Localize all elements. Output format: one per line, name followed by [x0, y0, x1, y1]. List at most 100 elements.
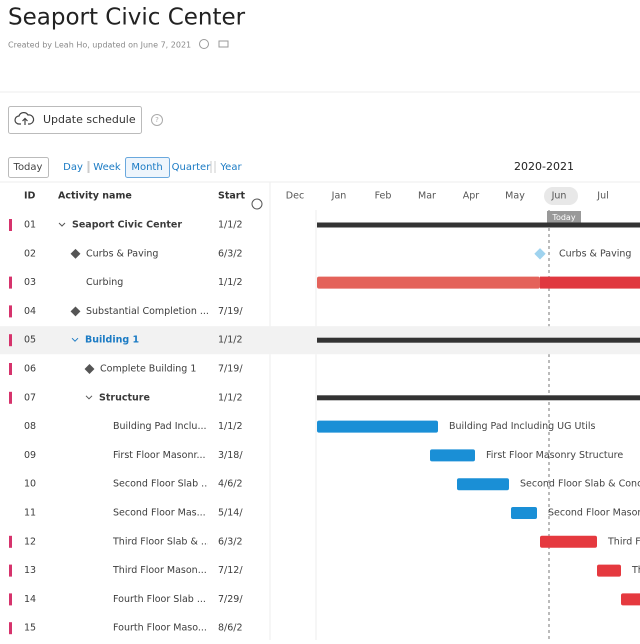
activity-name[interactable]: Curbing [86, 277, 123, 288]
view-option[interactable]: Today [13, 162, 43, 173]
today-button[interactable] [8, 157, 49, 178]
settings-icon[interactable] [251, 198, 263, 210]
row-id: 14 [24, 594, 36, 605]
start-date: 7/19/ [218, 306, 243, 317]
expand-toggle[interactable] [58, 222, 66, 227]
bar-label: Building Pad Including UG Utils [449, 421, 595, 432]
critical-marker [9, 334, 12, 347]
milestone [534, 248, 546, 260]
update-button[interactable] [8, 106, 142, 134]
month-label: Feb [375, 191, 392, 202]
activity-name[interactable]: Complete Building 1 [100, 364, 196, 375]
activity-name[interactable]: Fourth Floor Maso... [113, 623, 207, 634]
start-date: 6/3/2 [218, 536, 243, 547]
activity-name[interactable]: Fourth Floor Slab ... [113, 594, 206, 605]
help-icon[interactable] [151, 114, 163, 126]
start-date: 1/1/2 [218, 277, 243, 288]
task-bar[interactable] [540, 535, 597, 548]
month-label: Jan [331, 191, 347, 202]
milestone-icon [84, 364, 95, 374]
help-mark: ? [155, 116, 159, 124]
view-option[interactable]: Week [93, 162, 121, 173]
row-id: 11 [24, 508, 36, 519]
task-bar[interactable] [430, 449, 475, 462]
task-bar[interactable] [621, 593, 640, 606]
row-id: 07 [24, 392, 36, 403]
start-date: 1/1/2 [218, 335, 243, 346]
row-id: 01 [24, 220, 36, 231]
row-id: 03 [24, 277, 36, 288]
activity-name[interactable]: Second Floor Slab ... [113, 479, 210, 490]
start-date: 7/29/ [218, 594, 243, 605]
row-id: 15 [24, 623, 36, 634]
row-id: 06 [24, 364, 36, 375]
bar-label: Curbs & Paving [559, 248, 631, 259]
row-id: 10 [24, 479, 36, 490]
bar-label: First Floor Masonry Structure [486, 450, 623, 461]
critical-marker [9, 391, 12, 404]
activity-name[interactable]: First Floor Masonr... [113, 450, 206, 461]
start-date: 7/19/ [218, 364, 243, 375]
start-date: 7/12/ [218, 565, 243, 576]
period: 2020-2021 [514, 160, 574, 173]
month-label: Mar [418, 191, 436, 202]
summary-bar [317, 395, 640, 401]
activity-name[interactable]: Curbs & Paving [86, 248, 158, 259]
today-label: Today [551, 213, 575, 222]
activity-name[interactable]: Third Floor Slab & ... [112, 536, 210, 547]
start-date: 3/18/ [218, 450, 243, 461]
month-label: Jun [551, 191, 567, 202]
bar-label: Second Floor Mason [548, 508, 640, 519]
view-option[interactable]: Month [131, 162, 162, 173]
info-icon[interactable] [199, 39, 209, 49]
view-option[interactable]: Year [219, 162, 242, 173]
milestone-icon [70, 248, 81, 259]
row-id: 12 [24, 536, 36, 547]
row-id: 05 [24, 335, 36, 346]
start-date: 1/1/2 [218, 421, 243, 432]
share-icon[interactable] [218, 40, 229, 48]
update-button-label[interactable]: Update schedule [43, 113, 136, 126]
summary-bar [317, 222, 640, 228]
critical-marker [9, 564, 12, 577]
activity-name[interactable]: Structure [99, 392, 150, 403]
subtitle: Created by Leah Ho, updated on June 7, 2… [8, 41, 191, 50]
summary-bar [317, 337, 640, 343]
critical-marker [9, 276, 12, 289]
month-label: Dec [286, 191, 304, 202]
expand-toggle[interactable] [85, 395, 93, 400]
view-option[interactable]: Day [63, 162, 83, 173]
bar-label: Second Floor Slab & Conc [520, 479, 640, 490]
activity-name[interactable]: Building 1 [85, 335, 139, 346]
critical-marker [9, 593, 12, 606]
activity-name[interactable]: Seaport Civic Center [72, 220, 182, 231]
task-bar[interactable] [457, 478, 509, 491]
column-header: Start [218, 191, 245, 202]
bar-label: Th [631, 565, 640, 576]
activity-name[interactable]: Second Floor Mas... [113, 508, 206, 519]
task-bar[interactable] [511, 507, 537, 519]
column-header: Activity name [58, 191, 132, 202]
row-id: 08 [24, 421, 36, 432]
start-date: 5/14/ [218, 508, 243, 519]
cloud-icon [14, 112, 35, 125]
task-bar[interactable] [317, 420, 438, 433]
current-month-pill [544, 187, 578, 205]
activity-name[interactable]: Building Pad Inclu... [113, 421, 207, 432]
activity-name[interactable]: Substantial Completion ... [86, 306, 209, 317]
row-id: 04 [24, 306, 36, 317]
view-option[interactable]: Quarter [172, 162, 212, 173]
activity-name[interactable]: Third Floor Mason... [112, 565, 207, 576]
milestone-icon [70, 306, 81, 317]
month-label: May [505, 191, 525, 202]
task-bar[interactable] [597, 564, 621, 577]
expand-toggle[interactable] [71, 337, 79, 342]
critical-marker [9, 622, 12, 635]
month-button[interactable] [125, 157, 170, 178]
task-bar [317, 276, 540, 289]
start-date: 6/3/2 [218, 248, 243, 259]
start-date: 1/1/2 [218, 392, 243, 403]
task-bar [540, 276, 640, 289]
today-tag [547, 211, 581, 223]
